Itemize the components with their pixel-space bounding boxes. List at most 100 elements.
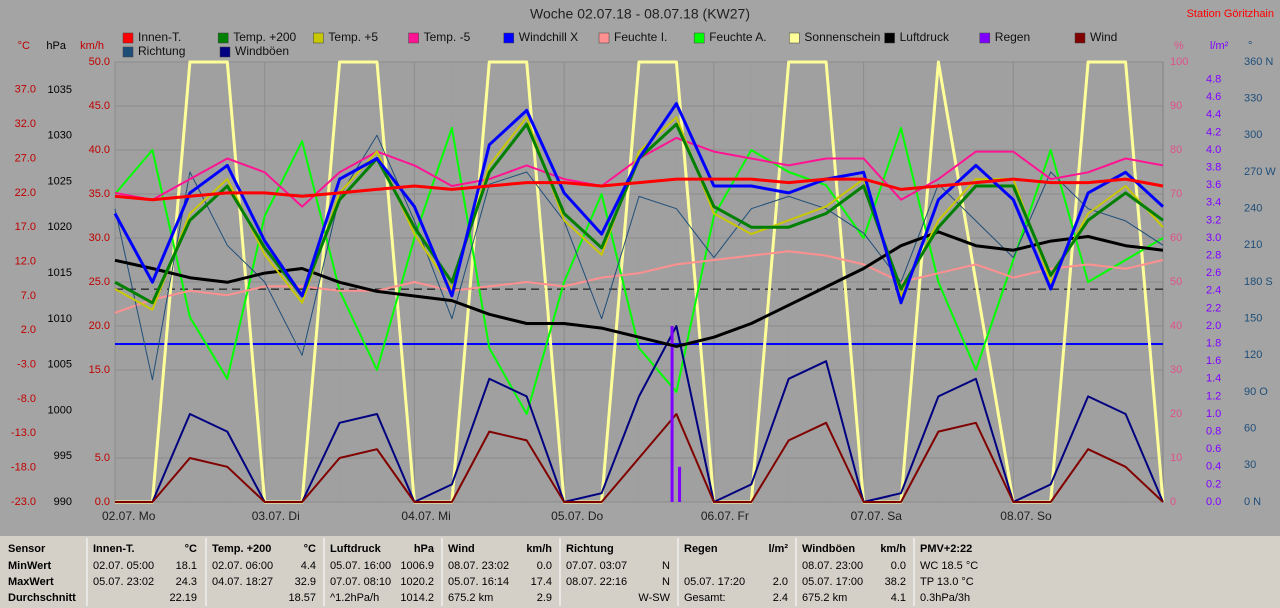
legend-label: Innen-T.	[138, 30, 181, 44]
y-tick-label: -3.0	[17, 359, 36, 371]
y-tick-label: 1000	[48, 404, 72, 416]
y-tick-label: 30.0	[89, 232, 110, 244]
cell-value: 18.1	[176, 560, 197, 572]
legend-label: Feuchte I.	[614, 30, 667, 44]
y-tick-label: 2.0	[1206, 320, 1221, 332]
y-tick-label: 3.8	[1206, 162, 1221, 174]
y-tick-label: 25.0	[89, 276, 110, 288]
y-tick-label: 50	[1170, 276, 1182, 288]
x-tick-label: 07.07. Sa	[851, 509, 903, 523]
y-tick-label: -23.0	[11, 496, 36, 508]
cell-when: 08.07. 23:00	[802, 560, 863, 572]
table-background	[0, 536, 1280, 608]
y-tick-label: 100	[1170, 56, 1188, 68]
column-unit: hPa	[414, 543, 435, 555]
column-header: Temp. +200	[212, 543, 271, 555]
cell-value: 2.9	[537, 592, 552, 604]
series-line	[114, 134, 1164, 381]
y-tick-label: 27.0	[15, 152, 36, 164]
y-tick-label: 1010	[48, 313, 72, 325]
pmv-header: PMV+2:22	[920, 543, 972, 555]
cell-value: 17.4	[531, 576, 552, 588]
y-tick-label: 70	[1170, 188, 1182, 200]
column-unit: °C	[185, 543, 197, 555]
cell-when: 675.2 km	[448, 592, 493, 604]
column-header: Regen	[684, 543, 718, 555]
chart-title: Woche 02.07.18 - 08.07.18 (KW27)	[530, 6, 750, 22]
y-tick-label: 0.6	[1206, 443, 1221, 455]
cell-value: 22.19	[169, 592, 197, 604]
rain-bar	[678, 466, 682, 502]
series-line	[114, 230, 1164, 348]
y-tick-label: 1.2	[1206, 390, 1221, 402]
y-tick-label: 90	[1170, 100, 1182, 112]
axis-unit: km/h	[80, 40, 104, 52]
legend-swatch	[1074, 32, 1086, 44]
y-tick-label: 3.4	[1206, 197, 1221, 209]
chart: Woche 02.07.18 - 08.07.18 (KW27) Station…	[10, 5, 1277, 524]
y-tick-label: 360 N	[1244, 56, 1273, 68]
y-tick-label: 80	[1170, 144, 1182, 156]
stats-table: Sensor MinWert MaxWert Durchschnitt Innen-T.…	[0, 536, 1280, 608]
y-tick-label: 2.6	[1206, 267, 1221, 279]
y-tick-label: 45.0	[89, 100, 110, 112]
legend-label: Temp. -5	[424, 30, 471, 44]
pmv-line: TP 13.0 °C	[920, 576, 974, 588]
cell-value: W-SW	[638, 592, 670, 604]
y-tick-label: 1030	[48, 130, 72, 142]
x-tick-label: 05.07. Do	[551, 509, 603, 523]
x-tick-label: 08.07. So	[1000, 509, 1052, 523]
series-line	[114, 127, 1164, 415]
y-tick-label: -8.0	[17, 393, 36, 405]
y-tick-label: 50.0	[89, 56, 110, 68]
y-tick-label: 40.0	[89, 144, 110, 156]
y-tick-label: 17.0	[15, 221, 36, 233]
column-header: Richtung	[566, 543, 614, 555]
row-label: Sensor	[8, 543, 46, 555]
y-tick-label: 0.0	[1206, 496, 1221, 508]
legend-label: Windböen	[235, 44, 289, 58]
y-tick-label: 60	[1170, 232, 1182, 244]
y-tick-label: 0 N	[1244, 496, 1261, 508]
cell-value: 1006.9	[400, 560, 434, 572]
y-tick-label: 0	[1170, 496, 1176, 508]
y-tick-label: 2.2	[1206, 302, 1221, 314]
legend-label: Sonnenschein	[804, 30, 880, 44]
cell-value: 1014.2	[400, 592, 434, 604]
legend-label: Feuchte A.	[709, 30, 766, 44]
legend-swatch	[979, 32, 991, 44]
legend-swatch	[313, 32, 324, 44]
y-tick-label: 90 O	[1244, 386, 1268, 398]
column-unit: l/m²	[768, 543, 788, 555]
y-tick-label: 30	[1244, 459, 1256, 471]
y-tick-label: 300	[1244, 129, 1262, 141]
x-tick-label: 06.07. Fr	[701, 509, 749, 523]
cell-value: 4.4	[301, 560, 316, 572]
y-tick-label: 120	[1244, 349, 1262, 361]
axis-unit: °	[1248, 40, 1252, 52]
cell-when: 07.07. 08:10	[330, 576, 391, 588]
series-line	[114, 116, 1164, 311]
y-tick-label: 7.0	[21, 290, 36, 302]
cell-when: 08.07. 22:16	[566, 576, 627, 588]
series-line	[114, 177, 1164, 202]
pmv-line: 0.3hPa/3h	[920, 592, 970, 604]
y-tick-label: 995	[54, 450, 72, 462]
cell-value: 2.4	[773, 592, 788, 604]
y-tick-label: 4.6	[1206, 91, 1221, 103]
y-tick-label: 32.0	[15, 118, 36, 130]
legend-label: Temp. +5	[328, 30, 378, 44]
pmv-line: WC 18.5 °C	[920, 560, 978, 572]
y-tick-label: 1015	[48, 267, 72, 279]
legend-swatch	[503, 32, 515, 44]
cell-when: 05.07. 23:02	[93, 576, 154, 588]
legend-swatch	[789, 32, 800, 44]
y-tick-label: 1.8	[1206, 338, 1221, 350]
legend-swatch	[122, 32, 134, 44]
column-header: Innen-T.	[93, 543, 135, 555]
x-tick-label: 03.07. Di	[252, 509, 300, 523]
y-tick-label: 240	[1244, 203, 1262, 215]
column-unit: °C	[304, 543, 316, 555]
legend-label: Temp. +200	[233, 30, 296, 44]
y-tick-label: 1.4	[1206, 373, 1221, 385]
